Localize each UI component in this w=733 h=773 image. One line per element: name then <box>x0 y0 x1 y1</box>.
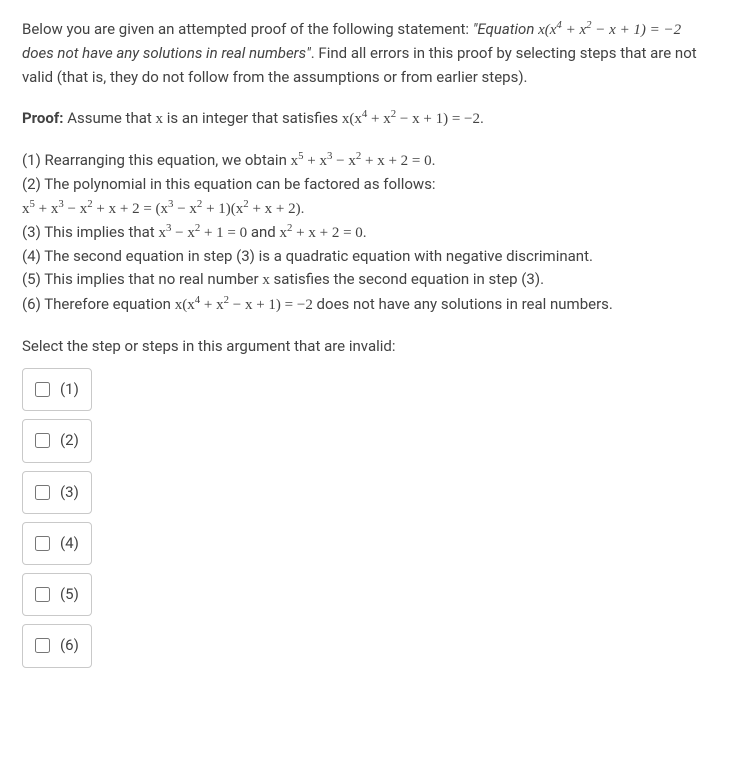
proof-text-pre: Assume that <box>63 109 155 127</box>
step-2: (2) The polynomial in this equation can … <box>22 173 711 221</box>
option-4-label: (4) <box>60 532 79 555</box>
step-3-eq1: x3 − x2 + 1 = 0 <box>158 225 247 241</box>
step-1: (1) Rearranging this equation, we obtain… <box>22 149 711 173</box>
option-1[interactable]: (1) <box>22 368 92 411</box>
option-5-label: (5) <box>60 583 79 606</box>
step-6-eq: x(x4 + x2 − x + 1) = −2 <box>175 297 313 313</box>
proof-assumption: Proof: Assume that x is an integer that … <box>22 107 711 131</box>
step-1-end: . <box>432 151 436 169</box>
checkbox-3[interactable] <box>35 485 50 500</box>
step-5-text-a: (5) This implies that no real number <box>22 270 262 288</box>
step-3-mid: and <box>247 223 279 241</box>
step-5-text-b: satisfies the second equation in step (3… <box>270 270 544 288</box>
option-4[interactable]: (4) <box>22 522 92 565</box>
step-3-eq2: x2 + x + 2 = 0 <box>279 225 362 241</box>
checkbox-2[interactable] <box>35 433 50 448</box>
checkbox-6[interactable] <box>35 638 50 653</box>
option-6-label: (6) <box>60 634 79 657</box>
statement-equation: x(x4 + x2 − x + 1) = −2 <box>538 22 681 38</box>
step-1-text: (1) Rearranging this equation, we obtain <box>22 151 291 169</box>
checkbox-1[interactable] <box>35 382 50 397</box>
proof-var: x <box>156 111 164 127</box>
step-5-var: x <box>262 272 270 288</box>
step-3: (3) This implies that x3 − x2 + 1 = 0 an… <box>22 221 711 245</box>
option-2-label: (2) <box>60 429 79 452</box>
option-3-label: (3) <box>60 481 79 504</box>
step-3-text: (3) This implies that <box>22 223 158 241</box>
options-list: (1) (2) (3) (4) (5) (6) <box>22 368 711 676</box>
statement-close: does not have any solutions in real numb… <box>22 44 311 62</box>
statement-open: "Equation <box>473 20 538 38</box>
proof-text-post: . <box>480 109 484 127</box>
proof-eq: x(x4 + x2 − x + 1) = −2 <box>342 111 480 127</box>
option-1-label: (1) <box>60 378 79 401</box>
option-3[interactable]: (3) <box>22 471 92 514</box>
proof-label: Proof: <box>22 109 63 127</box>
step-6-text-b: does not have any solutions in real numb… <box>313 295 613 313</box>
checkbox-4[interactable] <box>35 536 50 551</box>
option-6[interactable]: (6) <box>22 624 92 667</box>
step-1-eq: x5 + x3 − x2 + x + 2 = 0 <box>291 153 432 169</box>
step-6-text-a: (6) Therefore equation <box>22 295 175 313</box>
step-5: (5) This implies that no real number x s… <box>22 268 711 292</box>
proof-text-mid: is an integer that satisfies <box>163 109 342 127</box>
step-2-eq: x5 + x3 − x2 + x + 2 = (x3 − x2 + 1)(x2 … <box>22 201 301 217</box>
proof-steps: (1) Rearranging this equation, we obtain… <box>22 149 711 317</box>
step-2-text: (2) The polynomial in this equation can … <box>22 175 436 193</box>
option-5[interactable]: (5) <box>22 573 92 616</box>
step-4: (4) The second equation in step (3) is a… <box>22 245 711 268</box>
step-6: (6) Therefore equation x(x4 + x2 − x + 1… <box>22 293 711 317</box>
select-prompt: Select the step or steps in this argumen… <box>22 335 711 358</box>
problem-intro: Below you are given an attempted proof o… <box>22 18 711 89</box>
step-3-end: . <box>363 223 367 241</box>
step-2-end: . <box>301 199 305 217</box>
intro-pre: Below you are given an attempted proof o… <box>22 20 473 38</box>
option-2[interactable]: (2) <box>22 419 92 462</box>
checkbox-5[interactable] <box>35 587 50 602</box>
